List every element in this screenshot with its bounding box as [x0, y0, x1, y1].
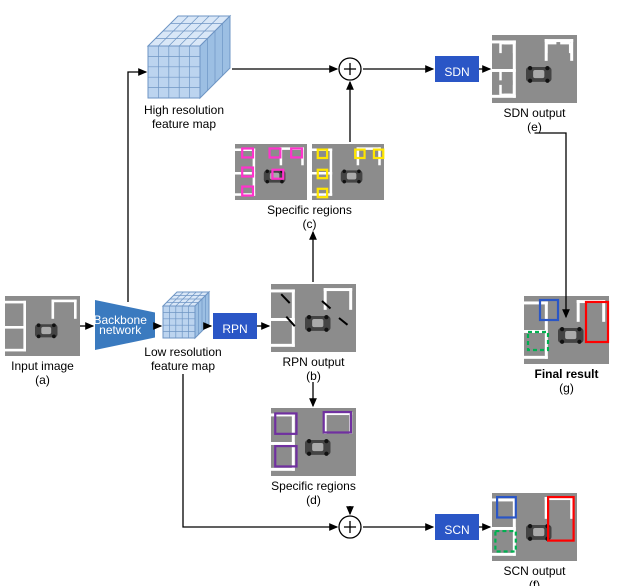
svg-text:(d): (d)	[306, 493, 321, 507]
backbone-network: Backbonenetwork	[94, 300, 155, 350]
scene-tile	[5, 296, 80, 356]
svg-text:SDN output: SDN output	[503, 106, 566, 120]
svg-text:SCN output: SCN output	[503, 564, 566, 578]
arrow	[535, 133, 567, 317]
plus-top	[339, 58, 361, 80]
svg-text:Specific regions: Specific regions	[267, 203, 352, 217]
svg-text:SDN: SDN	[444, 65, 469, 79]
svg-text:(g): (g)	[559, 381, 574, 395]
scene-tile	[271, 408, 356, 476]
feature-cube	[148, 16, 230, 98]
svg-text:RPN: RPN	[222, 322, 247, 336]
rpn-box: RPN	[213, 313, 257, 339]
scene-tile	[271, 284, 356, 352]
scene-tile	[492, 493, 577, 561]
feature-cube	[163, 292, 209, 338]
svg-text:(b): (b)	[306, 369, 321, 383]
svg-text:High resolution: High resolution	[144, 103, 224, 117]
svg-text:(e): (e)	[527, 120, 542, 134]
svg-text:network: network	[99, 323, 142, 337]
svg-text:Low resolution: Low resolution	[144, 345, 221, 359]
svg-text:Specific regions: Specific regions	[271, 479, 356, 493]
plus-bottom	[339, 516, 361, 538]
svg-text:SCN: SCN	[444, 523, 469, 537]
svg-text:(f): (f)	[529, 578, 540, 586]
svg-text:feature map: feature map	[151, 359, 215, 373]
svg-text:Input image: Input image	[11, 359, 74, 373]
svg-text:Final result: Final result	[534, 367, 598, 381]
scene-tile	[235, 144, 307, 200]
svg-text:RPN output: RPN output	[282, 355, 345, 369]
svg-text:(a): (a)	[35, 373, 50, 387]
sdn-box: SDN	[435, 56, 479, 82]
svg-text:(c): (c)	[303, 217, 317, 231]
scene-tile	[312, 144, 384, 200]
scene-tile	[492, 35, 577, 103]
svg-text:feature map: feature map	[152, 117, 216, 131]
scn-box: SCN	[435, 514, 479, 540]
